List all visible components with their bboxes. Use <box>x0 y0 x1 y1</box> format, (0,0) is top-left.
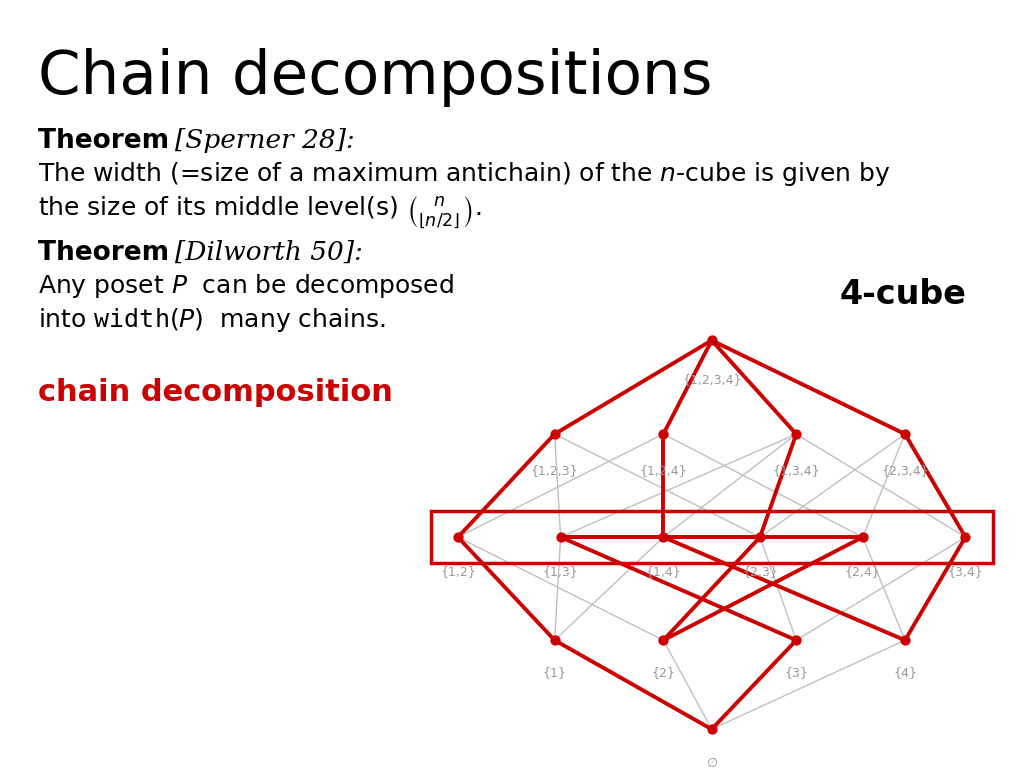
Point <box>655 428 672 440</box>
Point <box>655 634 672 647</box>
Text: Chain decompositions: Chain decompositions <box>38 48 713 107</box>
Text: {4}: {4} <box>893 666 916 679</box>
Text: into $\mathtt{width}(P)$  many chains.: into $\mathtt{width}(P)$ many chains. <box>38 306 386 334</box>
Text: 4-cube: 4-cube <box>840 278 967 311</box>
Text: {1,4}: {1,4} <box>645 565 681 578</box>
Text: {2,4}: {2,4} <box>845 565 881 578</box>
Point <box>897 634 913 647</box>
Text: {1,2,4}: {1,2,4} <box>640 465 687 478</box>
Text: {2,3,4}: {2,3,4} <box>882 465 929 478</box>
Text: Theorem: Theorem <box>38 240 178 266</box>
Point <box>703 723 720 736</box>
Text: {1,3}: {1,3} <box>543 565 579 578</box>
Text: The width (=size of a maximum antichain) of the $n$-cube is given by: The width (=size of a maximum antichain)… <box>38 160 890 188</box>
Point <box>655 531 672 543</box>
Text: the size of its middle level(s) $\binom{n}{\lfloor n/2 \rfloor}$.: the size of its middle level(s) $\binom{… <box>38 194 481 230</box>
Point <box>703 334 720 346</box>
Point <box>897 428 913 440</box>
Text: {1,2,3}: {1,2,3} <box>530 465 579 478</box>
Text: Theorem: Theorem <box>38 128 178 154</box>
Text: {1}: {1} <box>543 666 566 679</box>
Point <box>752 531 768 543</box>
Text: [Sperner 28]:: [Sperner 28]: <box>175 128 354 153</box>
Point <box>553 531 569 543</box>
Text: {1,2,3,4}: {1,2,3,4} <box>682 373 741 386</box>
Text: ∅: ∅ <box>707 757 717 768</box>
Text: {1,3,4}: {1,3,4} <box>772 465 820 478</box>
Text: {2}: {2} <box>651 666 675 679</box>
Text: {3}: {3} <box>784 666 808 679</box>
Text: chain decomposition: chain decomposition <box>38 378 393 407</box>
Point <box>547 634 563 647</box>
Point <box>788 428 805 440</box>
Text: {1,2}: {1,2} <box>440 565 476 578</box>
Text: [Dilworth 50]:: [Dilworth 50]: <box>175 240 362 265</box>
Point <box>788 634 805 647</box>
Text: Any poset $P$  can be decomposed: Any poset $P$ can be decomposed <box>38 272 454 300</box>
Point <box>547 428 563 440</box>
Text: {2,3}: {2,3} <box>742 565 778 578</box>
Point <box>450 531 466 543</box>
Text: {3,4}: {3,4} <box>947 565 983 578</box>
Point <box>957 531 974 543</box>
Bar <box>431 511 992 563</box>
Point <box>854 531 870 543</box>
